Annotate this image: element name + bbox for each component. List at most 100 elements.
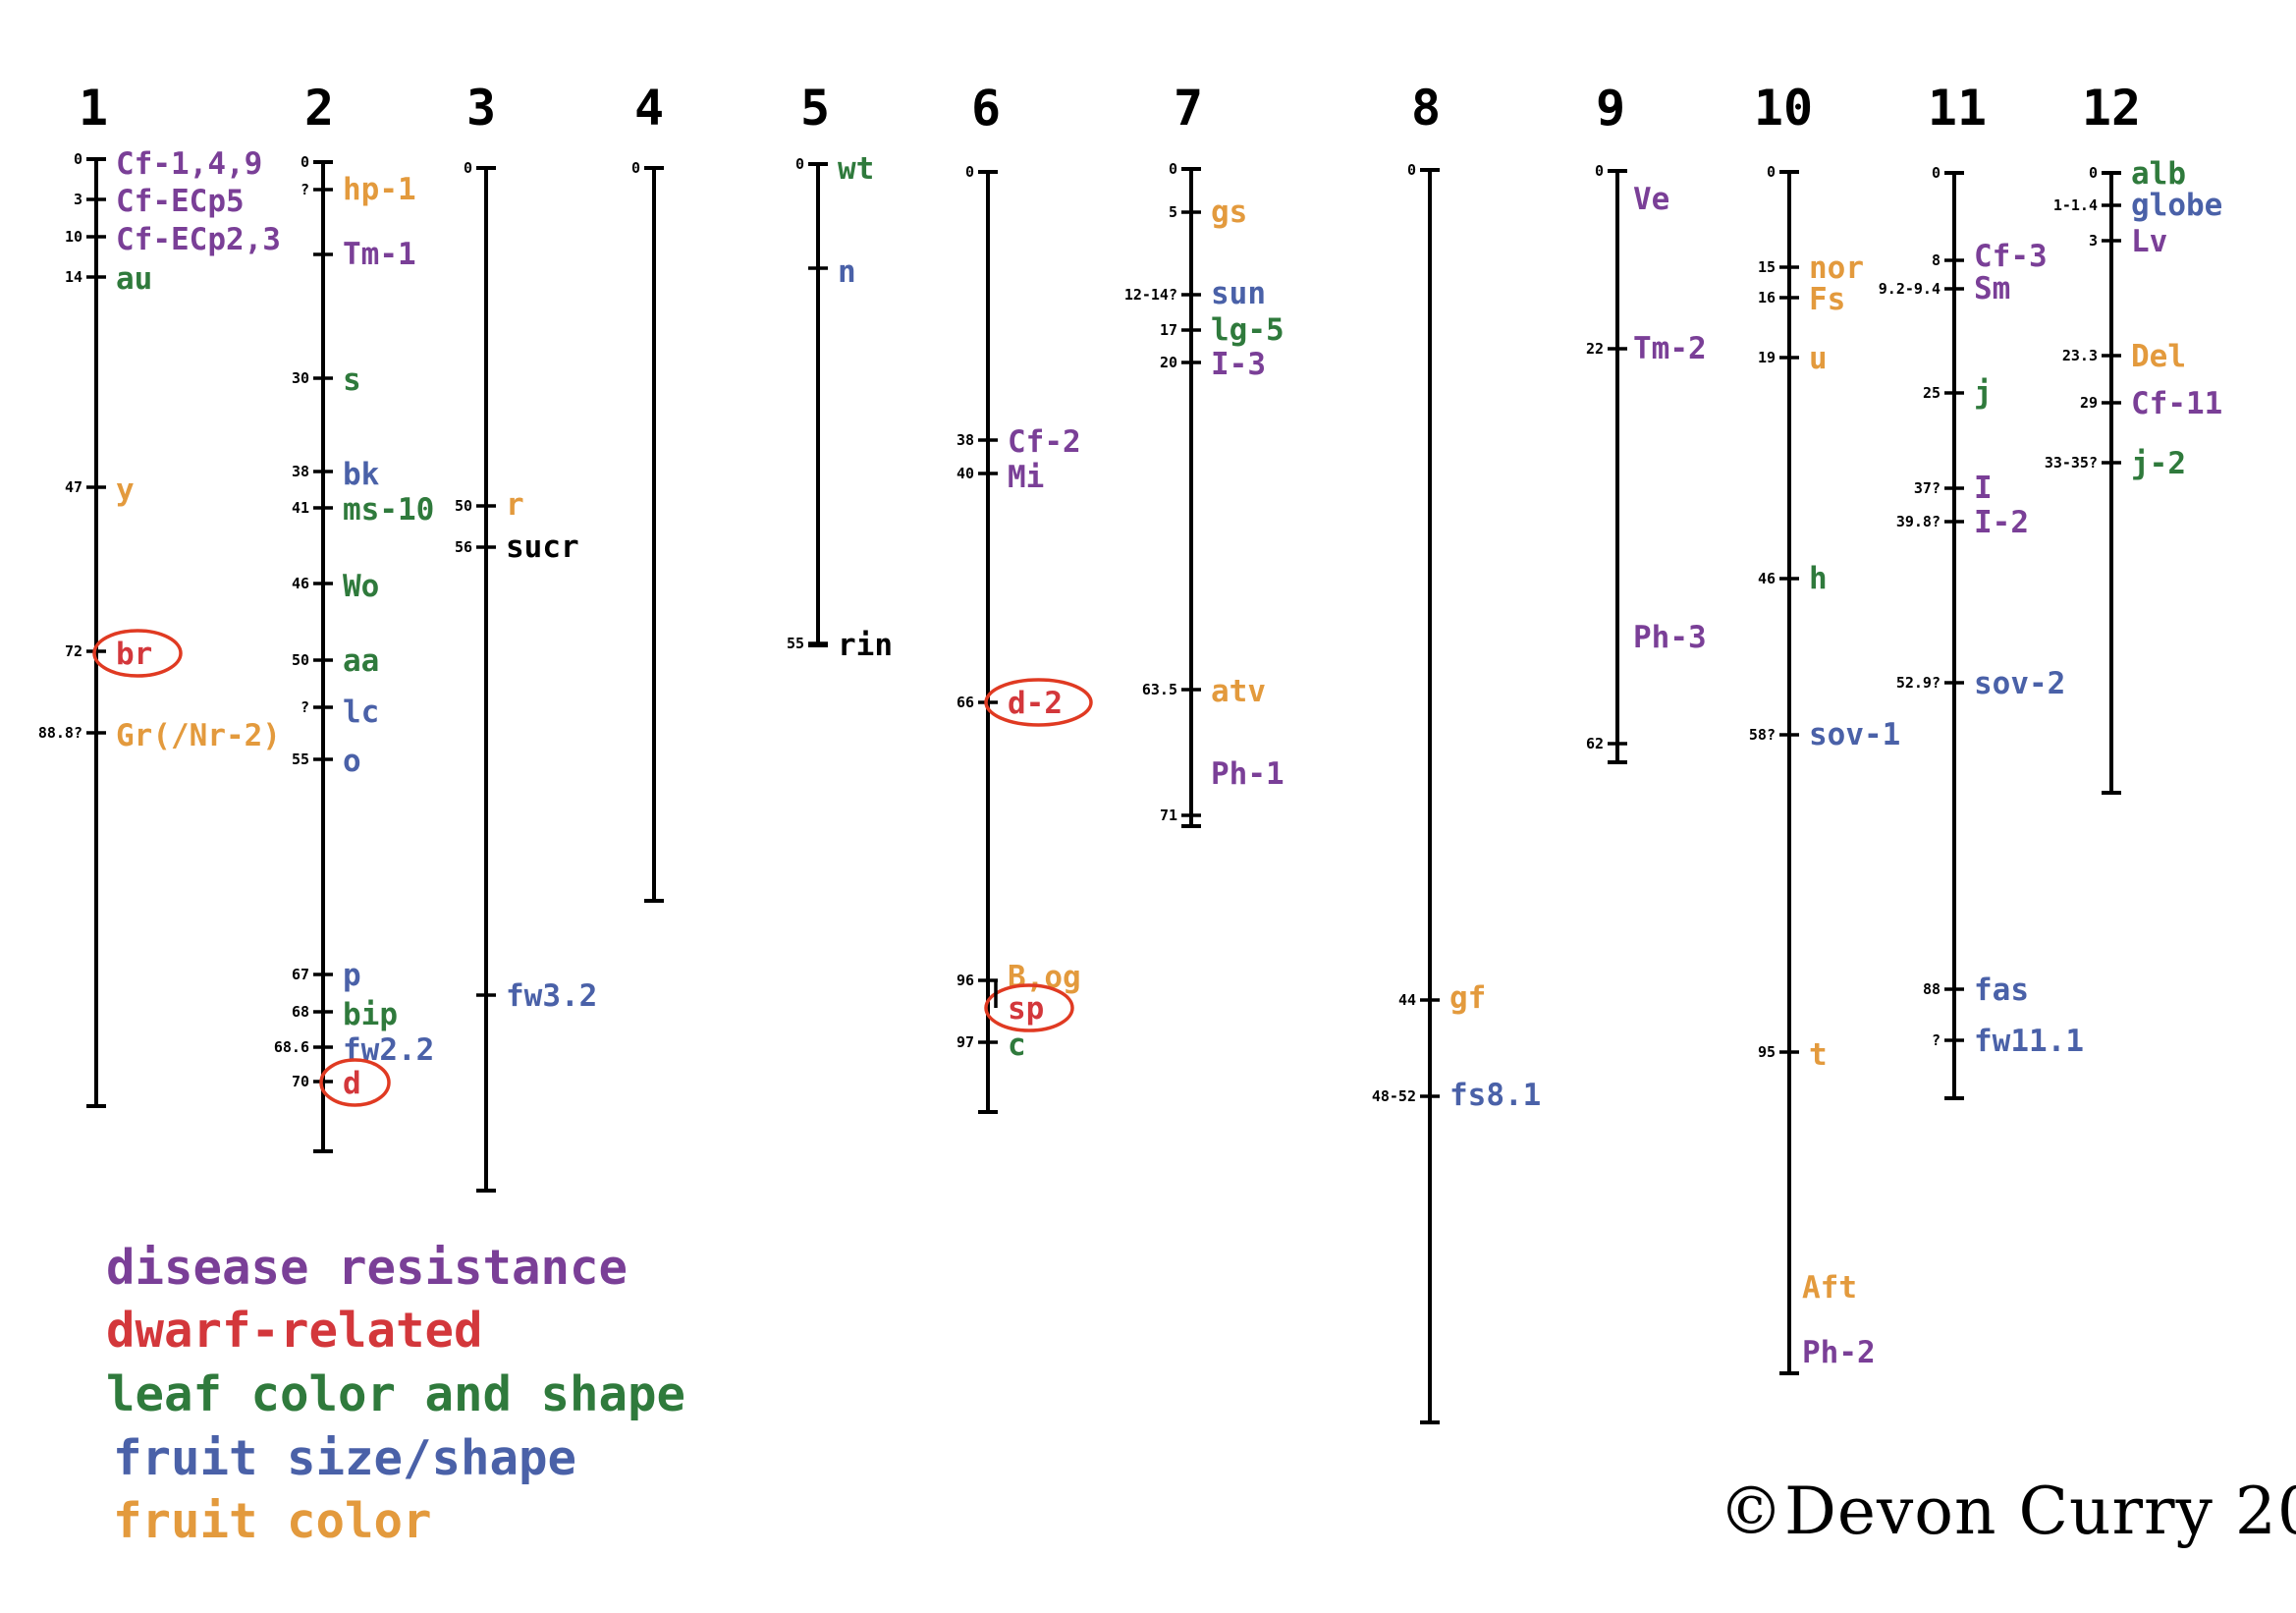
gene-label: B,og [1008,960,1081,995]
gene-label: ms-10 [343,492,434,528]
highlight-circle [92,629,183,678]
locus-position: 0 [464,159,472,177]
locus-position: 95 [1758,1043,1776,1061]
locus-position: 71 [1160,806,1177,824]
chromosome-number-4: 4 [634,80,664,137]
gene-label: j-2 [2131,446,2186,481]
gene-label: Cf-2 [1008,424,1081,460]
locus-position: 0 [2089,164,2098,182]
gene-label: alb [2131,156,2186,192]
gene-label: sun [1211,276,1266,311]
locus-position: ? [1932,1031,1941,1049]
gene-label: rin [838,628,893,663]
gene-label: o [343,744,361,779]
locus-position: 3 [74,191,82,208]
locus-position: 55 [787,635,804,652]
locus-position: 72 [65,642,82,660]
gene-label: fw11.1 [1974,1024,2084,1059]
locus-position: 46 [292,575,309,592]
gene-label: Ve [1633,182,1669,217]
locus-position: 25 [1923,384,1941,402]
gene-label: Del [2131,339,2186,374]
gene-label: I-3 [1211,347,1266,382]
gene-label: Lv [2131,224,2167,259]
locus-position: 3 [2089,232,2098,250]
highlight-circle [984,678,1093,727]
gene-label: Fs [1809,282,1845,317]
locus-position: 38 [292,463,309,480]
locus-position: 47 [65,478,82,496]
locus-position: 0 [1407,161,1416,179]
locus-position: 9.2-9.4 [1879,280,1941,298]
gene-label: Gr(/Nr-2) [116,718,281,753]
gene-label: sp [1008,991,1044,1027]
locus-position: 10 [65,228,82,246]
gene-label: Tm-1 [343,237,416,272]
gene-label: fw3.2 [506,978,597,1014]
gene-label: j [1974,375,1993,411]
chromosome-number-3: 3 [466,80,496,137]
locus-position: 46 [1758,570,1776,587]
gene-label: gf [1449,980,1486,1016]
locus-position: 5 [1169,203,1177,221]
locus-position: 67 [292,966,309,983]
gene-label: aa [343,643,379,679]
locus-position: 66 [957,694,974,711]
gene-label: Cf-3 [1974,239,2048,274]
locus-position: ? [301,181,309,198]
gene-label: au [116,261,152,297]
locus-position: 8 [1932,251,1941,269]
gene-label: wt [838,151,874,187]
chromosome-number-5: 5 [800,80,830,137]
locus-position: 97 [957,1033,974,1051]
locus-position: 0 [631,159,640,177]
gene-label: hp-1 [343,172,416,207]
locus-position: 23.3 [2062,347,2098,364]
gene-label: d-2 [1008,686,1063,721]
locus-position: 39.8? [1896,513,1941,530]
gene-label: I-2 [1974,505,2029,540]
locus-position: 88.8? [38,724,82,742]
gene-label: y [116,473,135,508]
gene-label: u [1809,341,1828,376]
gene-label: r [506,487,524,523]
locus-position: 12-14? [1124,286,1177,304]
locus-position: 37? [1914,479,1941,497]
gene-label: n [838,254,856,290]
gene-label: Cf-ECp2,3 [116,222,281,257]
locus-position: 68 [292,1003,309,1021]
locus-position: 50 [292,651,309,669]
gene-label: bip [343,997,398,1032]
locus-position: 70 [292,1073,309,1090]
gene-label: lg-5 [1211,312,1285,348]
gene-label: c [1008,1028,1026,1063]
gene-label: Wo [343,569,379,604]
locus-position: 0 [1932,164,1941,182]
locus-position: 62 [1586,735,1604,752]
locus-position: 0 [1169,160,1177,178]
locus-position: 50 [455,497,472,515]
locus-position: 41 [292,499,309,517]
gene-label: lc [343,695,379,730]
chromosome-number-2: 2 [304,80,334,137]
locus-position: 1-1.4 [2053,196,2098,214]
locus-position: 0 [795,155,804,173]
locus-position: 38 [957,431,974,449]
gene-label: atv [1211,674,1266,709]
locus-position: 44 [1398,991,1416,1009]
legend-item-fruit_color: fruit color [113,1493,432,1549]
legend-item-dwarf: dwarf-related [106,1303,483,1359]
legend-item-leaf: leaf color and shape [106,1366,686,1422]
chromosome-number-7: 7 [1174,80,1203,137]
highlight-circle [984,983,1074,1032]
chromosome-number-10: 10 [1754,80,1813,137]
gene-label: Sm [1974,271,2010,306]
legend-item-disease: disease resistance [106,1240,629,1296]
chromosome-number-11: 11 [1928,80,1987,137]
gene-label: nor [1809,250,1864,286]
locus-position: 68.6 [274,1038,309,1056]
locus-position: ? [301,698,309,716]
gene-label: I [1974,471,1993,506]
locus-position: 0 [1595,162,1604,180]
gene-label: s [343,362,361,398]
